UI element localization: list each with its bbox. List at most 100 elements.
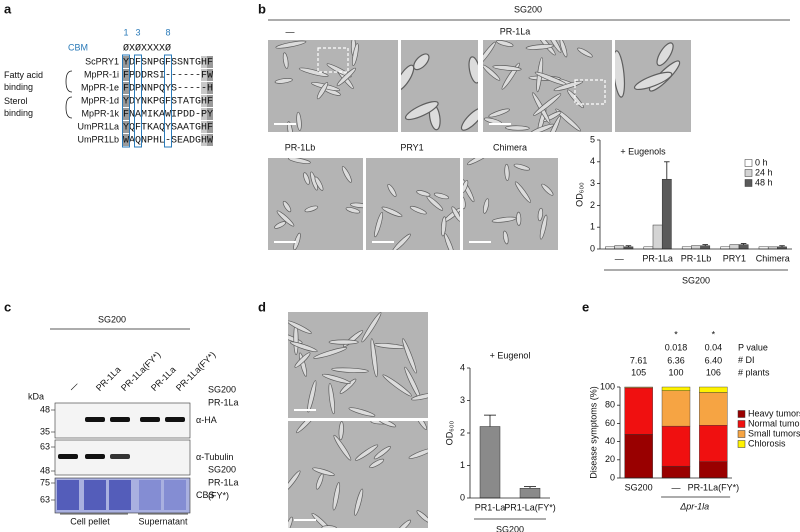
cell	[392, 233, 411, 250]
sequence-name: MpPR-1k	[81, 108, 119, 118]
cell	[288, 320, 312, 334]
cell	[491, 216, 517, 223]
cell	[288, 516, 293, 528]
y-tick-label: 3	[460, 395, 465, 405]
cell	[402, 338, 417, 374]
cell	[382, 374, 412, 397]
stats-row-label: # DI	[738, 355, 755, 365]
marker-label: 35	[40, 426, 50, 436]
y-tick-label: 2	[460, 427, 465, 437]
highlight	[207, 121, 213, 133]
y-tick-label: 2	[590, 200, 595, 210]
header: SG200	[98, 314, 126, 324]
cell	[296, 421, 318, 434]
cell	[463, 180, 469, 193]
bar-segment	[661, 386, 691, 391]
highlight	[201, 95, 207, 107]
sequence: WAQNPHL-SEADGHW	[123, 136, 213, 147]
cell	[274, 221, 287, 229]
cell	[416, 510, 428, 523]
cell	[514, 181, 531, 203]
image-label: PRY1	[400, 142, 423, 152]
x-axis-label: SG200	[496, 524, 524, 532]
cell	[288, 470, 301, 493]
cell	[409, 205, 427, 215]
y-tick-label: 40	[605, 436, 615, 446]
x-tick-label: PR1-La(FY*)	[504, 502, 556, 512]
zoom-box	[574, 79, 606, 105]
image-label: (FY*)	[208, 490, 229, 500]
panel-letter: b	[258, 1, 266, 16]
cell	[401, 64, 415, 92]
cell	[288, 158, 311, 164]
legend-swatch	[737, 430, 746, 438]
cell	[338, 421, 344, 441]
x-tick-label: Chimera	[756, 253, 790, 263]
legend-label: 0 h	[755, 157, 768, 167]
x-tick-label: PR1-La	[475, 502, 506, 512]
legend-label: Small tumors	[748, 428, 800, 438]
cell	[345, 207, 361, 214]
bar-segment	[699, 392, 728, 426]
lane-label: PR-1La	[94, 364, 123, 393]
cells	[615, 42, 681, 98]
marker-label: 63	[40, 441, 50, 451]
micrograph	[268, 40, 398, 132]
bar	[700, 245, 711, 250]
cell	[502, 230, 509, 245]
plants-value: 100	[668, 367, 683, 377]
y-tick-label: 1	[460, 460, 465, 470]
sequence: FDPNNPQYS-----H	[123, 84, 213, 95]
cell	[275, 40, 307, 49]
cells	[288, 312, 428, 417]
x-tick-label: SG200	[625, 482, 653, 492]
cell	[483, 198, 490, 214]
fraction-label: Supernatant	[138, 516, 188, 526]
cell	[313, 347, 348, 359]
cells	[463, 158, 554, 245]
cell	[373, 446, 391, 460]
marker-label: 48	[40, 404, 50, 414]
group-label: binding	[4, 82, 33, 92]
cell	[336, 67, 357, 87]
cells	[374, 183, 460, 250]
chart-title: + Eugenol	[490, 350, 531, 360]
highlight	[207, 134, 213, 146]
legend-label: Chlorosis	[748, 438, 786, 448]
group-label: binding	[4, 108, 33, 118]
cell	[328, 339, 359, 345]
y-axis-label: OD₆₀₀	[574, 182, 584, 207]
legend-swatch	[744, 169, 753, 177]
cell	[483, 64, 501, 81]
highlight	[201, 134, 207, 146]
cell	[369, 458, 385, 469]
position-number: 3	[135, 27, 140, 37]
cell	[545, 115, 561, 132]
micrograph	[268, 158, 363, 250]
cell	[361, 312, 382, 343]
bar-segment	[624, 387, 653, 435]
cells	[288, 421, 428, 528]
cell	[468, 56, 478, 84]
legend-label: 24 h	[755, 167, 773, 177]
bar-segment	[699, 425, 728, 462]
sequence-name: MpPR-1d	[81, 95, 119, 105]
stats-row-label: P value	[738, 342, 768, 352]
group-label: Fatty acid	[4, 70, 43, 80]
position-number: 8	[165, 27, 170, 37]
cell	[321, 373, 351, 384]
cell	[339, 378, 357, 394]
y-tick-label: 3	[590, 178, 595, 188]
y-tick-label: 0	[590, 243, 595, 253]
cell	[370, 338, 378, 378]
cell	[321, 525, 337, 528]
group-label: Δpr-1la	[679, 501, 709, 511]
bar	[691, 245, 701, 250]
legend-swatch	[737, 440, 746, 448]
image-label: PR-1La	[500, 26, 531, 36]
cell	[341, 166, 352, 183]
band	[165, 417, 185, 422]
bar	[519, 488, 541, 499]
blot-label: α-Tubulin	[196, 452, 233, 462]
